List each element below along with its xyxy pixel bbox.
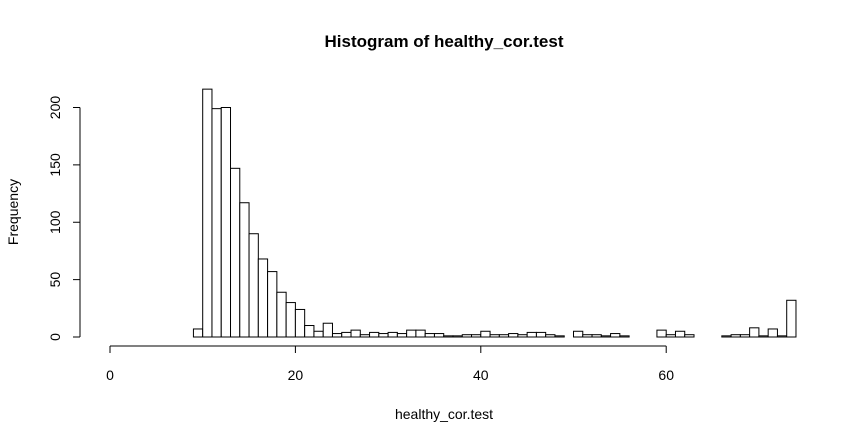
histogram-bar (331, 333, 343, 338)
histogram-bar (276, 291, 287, 338)
histogram-bar (776, 335, 788, 338)
y-tick-label: 200 (47, 96, 63, 120)
histogram-bar (248, 233, 259, 338)
histogram-bar (665, 334, 676, 338)
histogram-bar (786, 299, 797, 338)
histogram-bar (526, 331, 537, 338)
histogram-bar (294, 308, 306, 338)
histogram-bar (498, 334, 510, 338)
histogram-bar (767, 328, 778, 338)
histogram-bar (573, 330, 584, 338)
histogram-bar (220, 107, 232, 338)
y-tick-label: 150 (47, 153, 63, 177)
y-tick-label: 100 (47, 210, 63, 234)
histogram-bar (433, 333, 445, 338)
histogram-bar (359, 334, 371, 338)
chart-title: Histogram of healthy_cor.test (324, 32, 563, 51)
histogram-bar (471, 334, 482, 338)
histogram-bar (424, 333, 435, 338)
histogram-bar (461, 334, 473, 338)
histogram-bar (582, 334, 593, 338)
x-axis: 0 20 40 60 (106, 345, 674, 383)
y-tick-label: 50 (47, 272, 63, 288)
histogram-bar (758, 335, 769, 338)
histogram-bar (285, 302, 296, 338)
histogram-bar (230, 167, 241, 338)
y-tick-label: 0 (47, 333, 63, 341)
histogram-bar (239, 202, 250, 338)
histogram-bar (396, 333, 408, 338)
histogram-bar (749, 327, 760, 338)
histogram-bar (545, 334, 556, 338)
x-tick-label: 0 (106, 367, 114, 383)
histogram-bar (313, 330, 324, 338)
histogram-bar (267, 271, 278, 338)
histogram-bar (600, 335, 612, 338)
histogram-bar (202, 88, 213, 338)
x-tick-label: 40 (473, 367, 489, 383)
histogram-bar (350, 329, 361, 338)
histogram-bar (656, 329, 667, 338)
histogram-bar (211, 108, 222, 338)
histogram-bar (257, 258, 269, 338)
histogram-bar (387, 331, 398, 338)
histogram-bar (369, 331, 380, 338)
histogram-bar (554, 335, 565, 338)
histogram-bar (341, 331, 352, 338)
histogram-bar (721, 335, 732, 338)
histogram-bar (684, 334, 695, 338)
histogram-bar (452, 335, 463, 338)
histogram-bar (192, 328, 204, 338)
y-axis-label: Frequency (5, 179, 21, 245)
histogram-bar (517, 334, 528, 338)
histogram-bar (674, 330, 686, 338)
histogram-bar (406, 329, 417, 338)
histogram-bar (489, 334, 500, 338)
histogram-bar (443, 335, 454, 338)
y-axis: 0 50 100 150 200 (47, 96, 81, 341)
histogram-bar (378, 333, 389, 338)
histogram-bar (480, 330, 491, 338)
histogram-bar (508, 333, 519, 338)
histogram-bar (415, 329, 426, 338)
x-tick-label: 60 (658, 367, 674, 383)
histogram-bar (322, 322, 333, 338)
histogram-bar (535, 331, 547, 338)
x-axis-label: healthy_cor.test (395, 406, 493, 422)
histogram-bar (304, 325, 315, 338)
histogram-bar (730, 334, 741, 338)
x-tick-label: 20 (288, 367, 304, 383)
histogram-bar (591, 334, 602, 338)
histogram-bar (619, 335, 630, 338)
bars-group (192, 88, 797, 338)
histogram-bar (739, 334, 751, 338)
histogram-bar (610, 333, 621, 338)
